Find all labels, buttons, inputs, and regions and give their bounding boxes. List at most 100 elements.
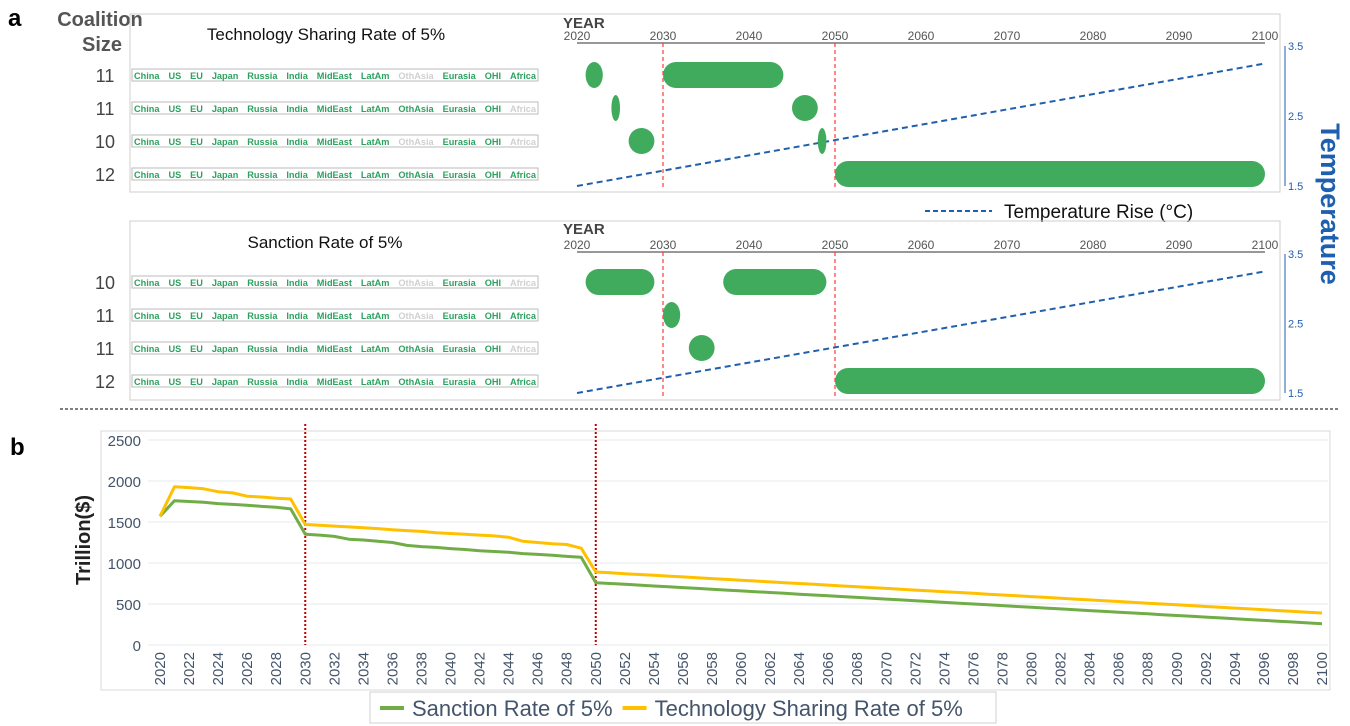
coalition-period-bar [663, 62, 784, 88]
year-tick-label: 2070 [994, 238, 1021, 252]
year-tick-label: 2030 [650, 238, 677, 252]
coalition-size: 11 [96, 339, 115, 359]
region-member: OHI [485, 71, 501, 81]
temperature-legend-label: Temperature Rise (°C) [1004, 202, 1193, 223]
coalition-period-bar [628, 128, 655, 154]
coalition-period-bar [835, 161, 1265, 187]
region-member: EU [190, 137, 203, 147]
coalition-period-bar [835, 368, 1265, 394]
region-member: OHI [485, 278, 501, 288]
x-tick-label: 2092 [1198, 652, 1215, 685]
temperature-tick-label: 3.5 [1288, 41, 1303, 53]
region-member: US [168, 278, 181, 288]
x-tick-label: 2072 [907, 652, 924, 685]
coalition-row: 12 China US EU Japan Russia India MidEast LatAm O… [95, 368, 1265, 394]
x-tick-label: 2034 [355, 652, 372, 685]
x-tick-label: 2048 [559, 652, 576, 685]
temperature-tick-label: 1.5 [1288, 388, 1303, 400]
x-tick-label: 2070 [878, 652, 895, 685]
temperature-rise-line [576, 62, 1266, 187]
region-member: Africa [510, 311, 537, 321]
coalition-size: 11 [96, 66, 115, 86]
panel-b-line-chart: 0 500 1000 1500 2000 2500 Trillion($) 2020 2022 2… [73, 424, 1331, 724]
x-tick-label: 2040 [443, 652, 460, 685]
year-axis-label: YEAR [563, 221, 605, 238]
x-tick-label: 2078 [994, 652, 1011, 685]
region-member: US [168, 170, 181, 180]
x-tick-label: 2050 [588, 652, 605, 685]
region-excluded: OthAsia [398, 278, 434, 288]
coalition-strip [131, 134, 539, 148]
region-member: India [286, 377, 308, 387]
x-tick-label: 2020 [152, 652, 169, 685]
region-member: India [286, 104, 308, 114]
region-member: US [168, 104, 181, 114]
x-tick-label: 2098 [1285, 652, 1302, 685]
region-member: MidEast [317, 170, 352, 180]
region-member: MidEast [317, 137, 352, 147]
x-tick-label: 2022 [181, 652, 198, 685]
region-member: MidEast [317, 104, 352, 114]
x-tick-label: 2026 [239, 652, 256, 685]
row-header-line1: Coalition [57, 9, 143, 31]
region-member: Eurasia [443, 137, 477, 147]
coalition-size: 11 [96, 99, 115, 119]
year-tick-label: 2030 [650, 29, 677, 43]
year-tick-label: 2050 [822, 238, 849, 252]
region-member: Africa [510, 170, 537, 180]
region-excluded: Africa [510, 137, 537, 147]
region-excluded: Africa [510, 104, 537, 114]
region-member: India [286, 71, 308, 81]
region-member: MidEast [317, 377, 352, 387]
x-tick-label: 2064 [791, 652, 808, 685]
y-tick-label: 500 [116, 597, 141, 614]
x-tick-label: 2062 [762, 652, 779, 685]
x-tick-label: 2086 [1111, 652, 1128, 685]
region-member: Japan [212, 344, 239, 354]
region-member: LatAm [361, 71, 390, 81]
region-member: China [134, 278, 160, 288]
temperature-tick-label: 2.5 [1288, 319, 1303, 331]
coalition-size: 10 [95, 273, 115, 293]
region-member: LatAm [361, 377, 390, 387]
coalition-period-bar [663, 302, 681, 328]
region-excluded: Africa [510, 278, 537, 288]
region-member: LatAm [361, 137, 390, 147]
region-member: OthAsia [398, 170, 434, 180]
region-member: Russia [247, 71, 278, 81]
temperature-tick-label: 2.5 [1288, 111, 1303, 123]
region-member: Africa [510, 377, 537, 387]
x-tick-label: 2066 [820, 652, 837, 685]
year-tick-label: 2040 [736, 238, 763, 252]
year-tick-label: 2100 [1252, 29, 1279, 43]
year-tick-label: 2020 [564, 238, 591, 252]
x-tick-label: 2058 [704, 652, 721, 685]
year-tick-label: 2050 [822, 29, 849, 43]
region-member: Africa [510, 71, 537, 81]
region-excluded: Africa [510, 344, 537, 354]
region-member: EU [190, 344, 203, 354]
panel-a: Coalition Size Temperature Temperature Rise… [57, 9, 1345, 401]
legend-label: Sanction Rate of 5% [412, 696, 613, 721]
region-member: OthAsia [398, 104, 434, 114]
year-tick-label: 2040 [736, 29, 763, 43]
series-line [158, 485, 1323, 615]
region-excluded: OthAsia [398, 71, 434, 81]
region-member: Russia [247, 278, 278, 288]
year-tick-label: 2100 [1252, 238, 1279, 252]
temperature-axis-label: Temperature [1315, 123, 1345, 285]
legend-box [369, 691, 997, 724]
region-member: India [286, 170, 308, 180]
region-member: US [168, 344, 181, 354]
coalition-row: 11 China US EU Japan Russia India MidEast LatAm O… [96, 62, 784, 88]
temperature-tick-label: 1.5 [1288, 181, 1303, 193]
region-member: Eurasia [443, 104, 477, 114]
coalition-size: 12 [95, 165, 115, 185]
coalition-row: 10 China US EU Japan Russia India MidEast LatAm O… [95, 128, 827, 154]
region-member: OHI [485, 311, 501, 321]
x-tick-label: 2054 [646, 652, 663, 685]
x-tick-label: 2068 [849, 652, 866, 685]
year-tick-label: 2060 [908, 238, 935, 252]
coalition-row: 12 China US EU Japan Russia India MidEast LatAm O… [95, 161, 1265, 187]
